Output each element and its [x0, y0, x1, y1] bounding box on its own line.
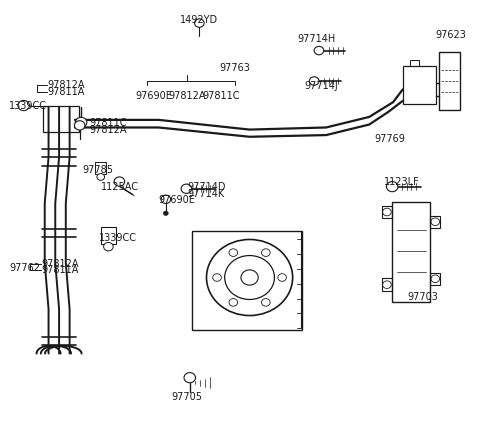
- Circle shape: [18, 100, 29, 111]
- Text: 97714J: 97714J: [304, 81, 338, 91]
- Text: 97785: 97785: [82, 165, 113, 175]
- Text: 97690E: 97690E: [158, 195, 195, 205]
- Bar: [192, 231, 302, 330]
- Text: 97811C: 97811C: [90, 118, 127, 128]
- Text: 1492YD: 1492YD: [180, 15, 218, 25]
- Circle shape: [163, 211, 168, 215]
- Text: 97714K: 97714K: [187, 189, 225, 199]
- Text: 97714D: 97714D: [187, 182, 226, 192]
- Bar: [96, 162, 106, 174]
- Bar: [439, 53, 460, 109]
- Circle shape: [75, 117, 87, 128]
- Bar: [403, 66, 436, 104]
- Text: 97763: 97763: [220, 63, 251, 73]
- Text: 97703: 97703: [408, 293, 438, 302]
- Text: 1123LF: 1123LF: [384, 177, 420, 187]
- Text: 97714H: 97714H: [298, 34, 336, 44]
- Circle shape: [181, 184, 192, 193]
- Bar: [392, 202, 431, 301]
- Text: 97690E: 97690E: [135, 91, 172, 101]
- Text: 97812A: 97812A: [168, 91, 206, 101]
- Text: 1339CC: 1339CC: [99, 233, 137, 243]
- Bar: [410, 60, 420, 66]
- Text: 97811C: 97811C: [202, 91, 240, 101]
- Text: 97812A: 97812A: [41, 259, 79, 268]
- Text: 97811A: 97811A: [48, 87, 85, 98]
- Circle shape: [194, 19, 204, 27]
- Text: 97812A: 97812A: [48, 80, 85, 90]
- Text: 97623: 97623: [435, 30, 466, 39]
- Circle shape: [114, 177, 125, 186]
- Bar: [382, 278, 392, 291]
- Circle shape: [74, 121, 85, 130]
- Circle shape: [97, 173, 105, 180]
- Text: 97705: 97705: [172, 392, 203, 402]
- Circle shape: [184, 373, 195, 383]
- Bar: [382, 206, 392, 218]
- Circle shape: [314, 46, 324, 55]
- Bar: [431, 216, 440, 228]
- Bar: [43, 106, 79, 132]
- Text: 97811A: 97811A: [41, 265, 79, 275]
- Text: 97762: 97762: [9, 263, 40, 273]
- Bar: [431, 273, 440, 285]
- Text: 1125AC: 1125AC: [101, 181, 139, 192]
- Text: 97812A: 97812A: [90, 125, 127, 135]
- Circle shape: [310, 77, 319, 85]
- Circle shape: [104, 243, 113, 251]
- Text: 1339CC: 1339CC: [9, 100, 48, 111]
- Bar: [101, 227, 116, 244]
- Text: 97769: 97769: [374, 134, 405, 144]
- Circle shape: [161, 195, 170, 204]
- Circle shape: [386, 181, 398, 192]
